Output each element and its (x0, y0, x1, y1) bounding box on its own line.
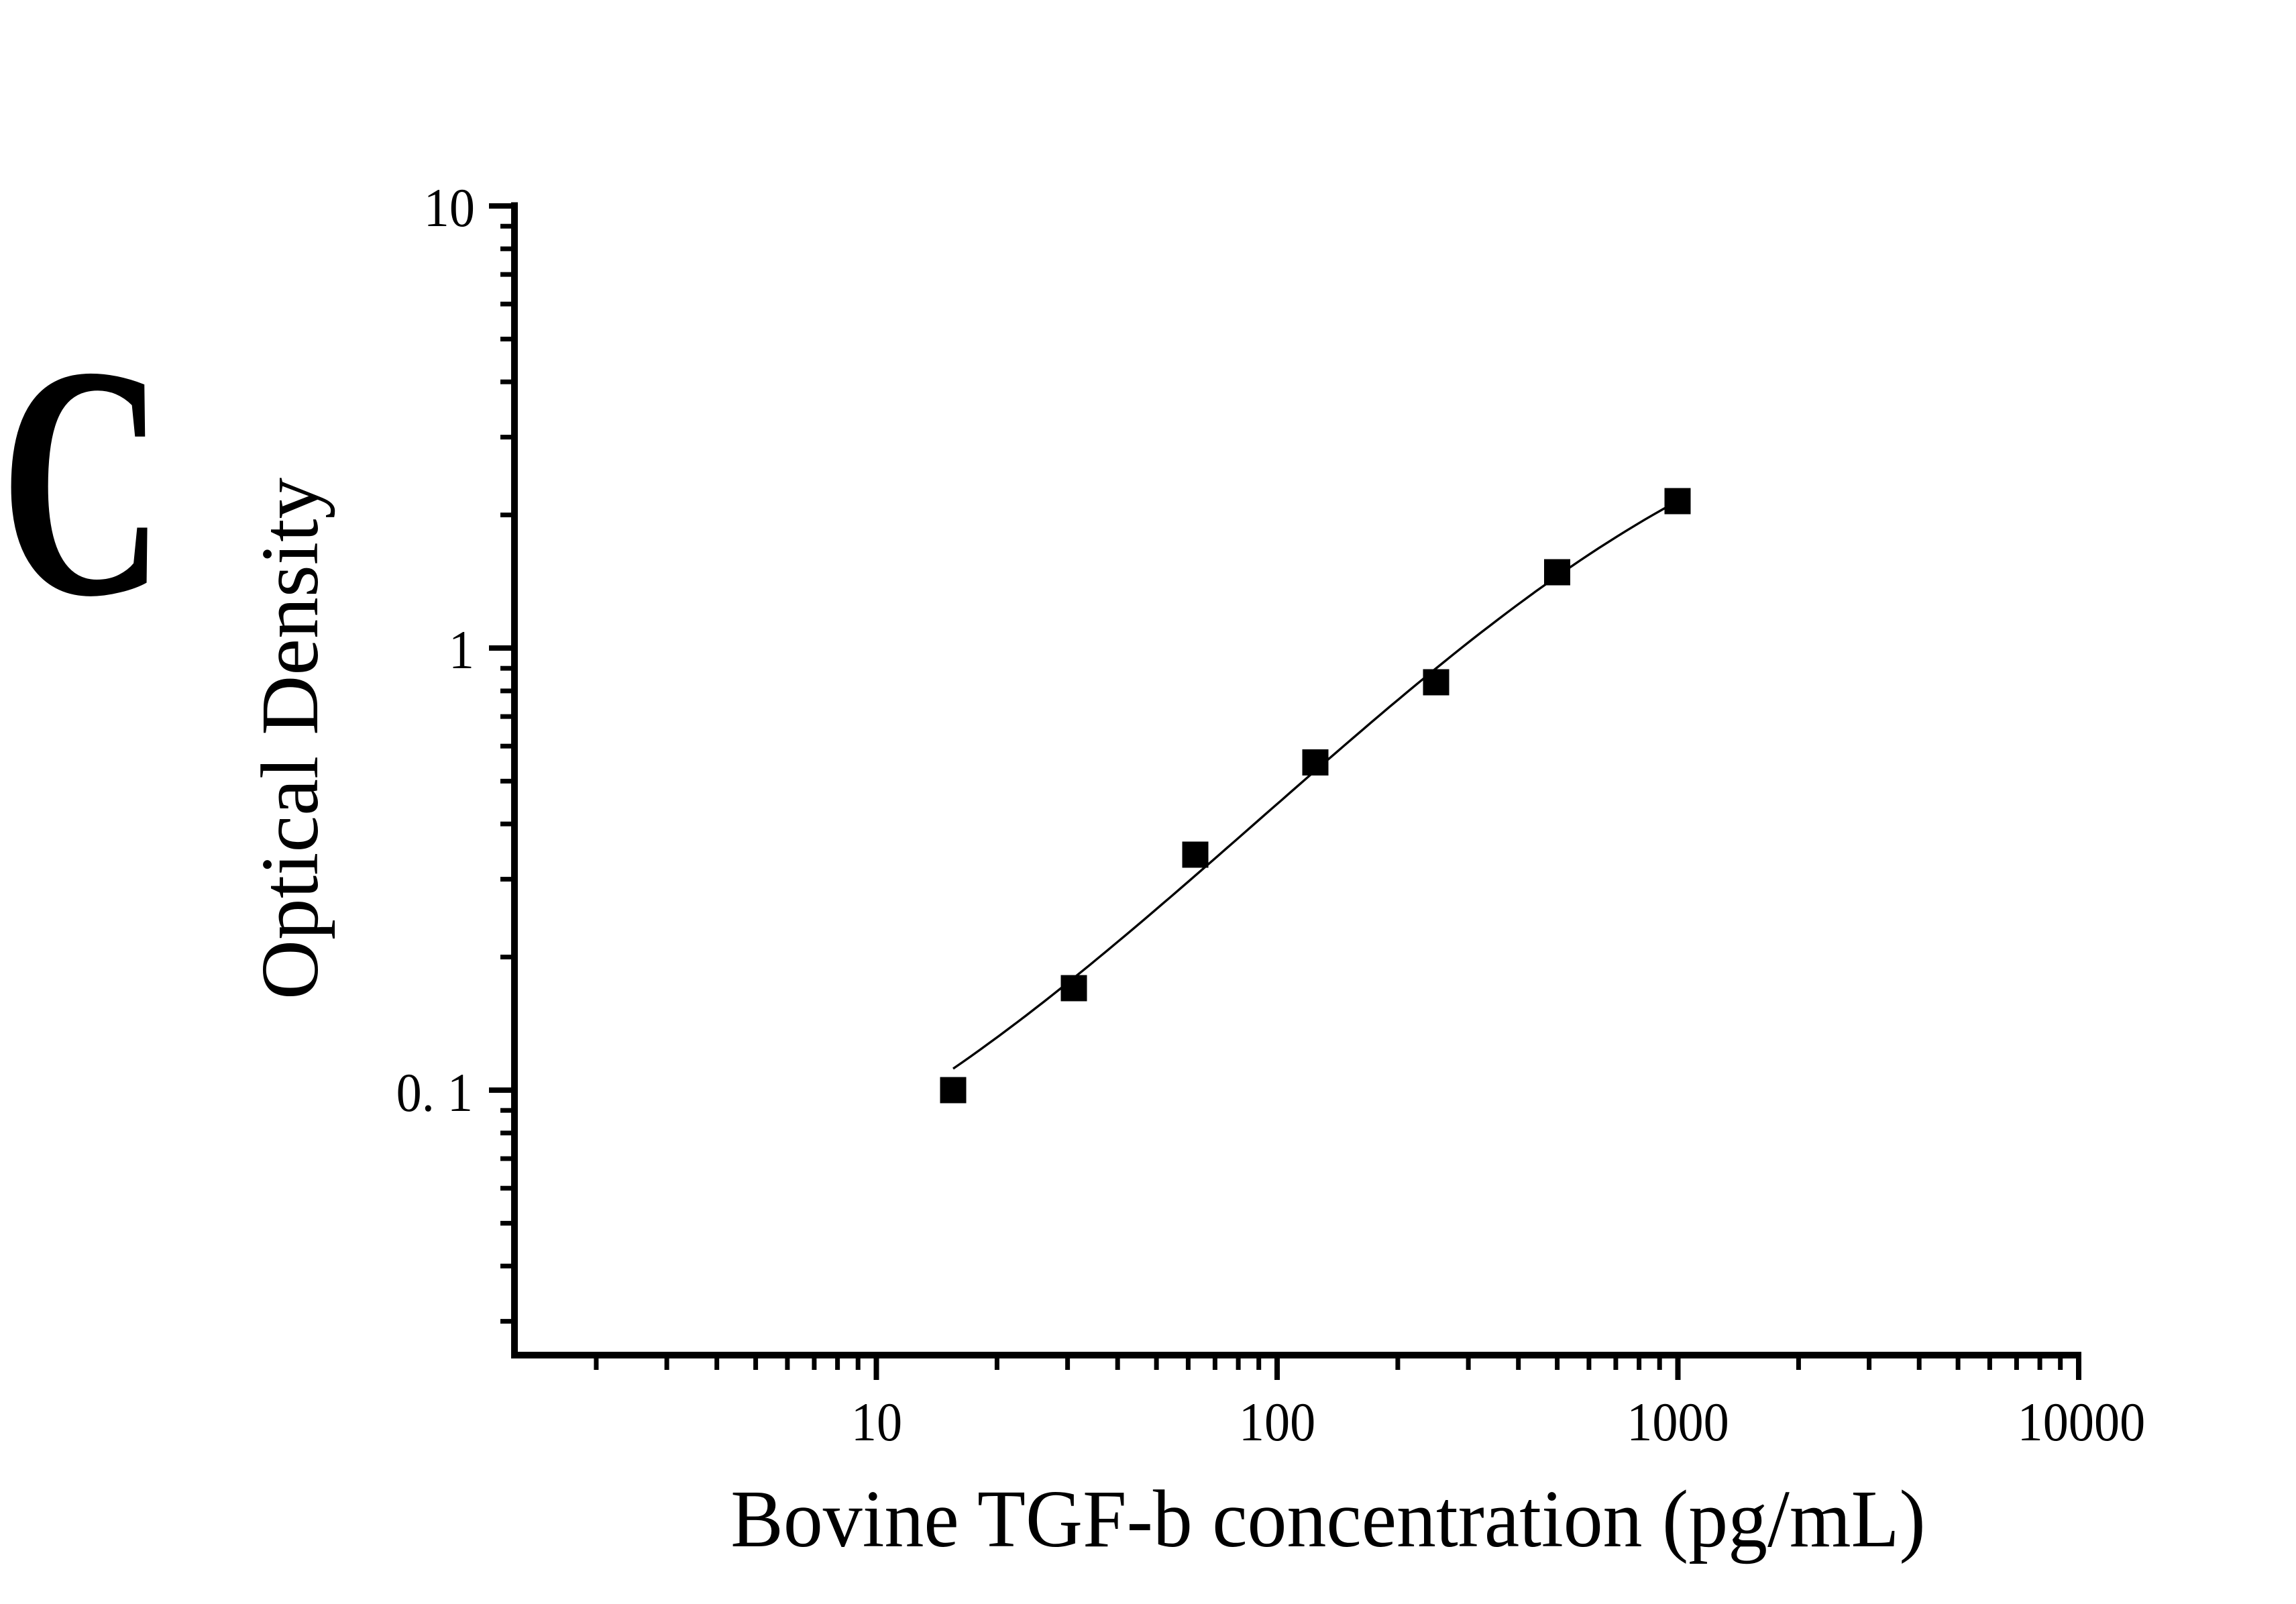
svg-text:10: 10 (424, 178, 475, 239)
svg-text:1000: 1000 (1627, 1392, 1729, 1453)
svg-text:Bovine TGF-b concentration (pg: Bovine TGF-b concentration (pg/mL) (730, 1473, 1926, 1564)
svg-text:Optical Density: Optical Density (245, 478, 335, 1000)
svg-text:10: 10 (851, 1392, 902, 1453)
svg-text:C: C (0, 298, 164, 665)
svg-text:10000: 10000 (2018, 1392, 2146, 1453)
svg-text:100: 100 (1239, 1392, 1315, 1453)
svg-text:1: 1 (449, 620, 474, 681)
svg-text:0. 1: 0. 1 (396, 1063, 473, 1124)
